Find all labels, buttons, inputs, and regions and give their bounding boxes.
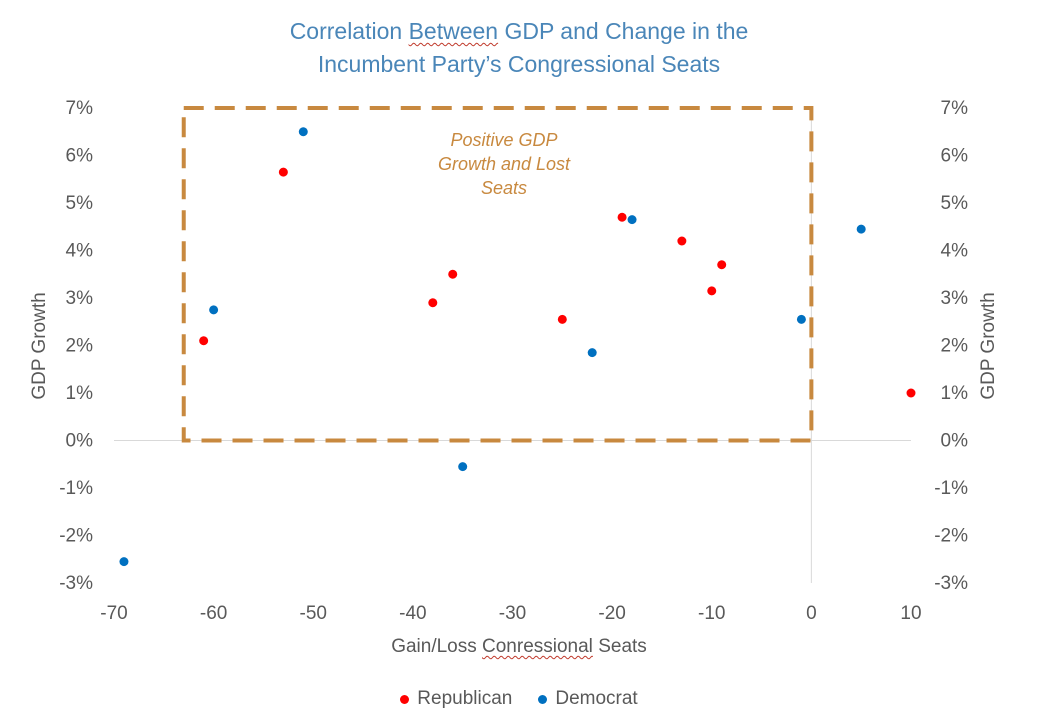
annotation-text-line: Seats (481, 178, 527, 198)
y-tick-label-right: 2% (941, 336, 969, 357)
y-tick-label-right: 1% (941, 383, 969, 404)
y-axis-label-left: GDP Growth (29, 292, 50, 399)
title-prefix: Correlation (289, 18, 409, 44)
x-tick-label: -50 (300, 603, 327, 624)
point-republican (906, 388, 916, 398)
legend: Republican Democrat (0, 688, 1038, 710)
y-tick-label-left: 1% (66, 383, 94, 404)
y-tick-label-right: -2% (934, 526, 968, 547)
point-republican (278, 167, 288, 177)
y-tick-label-right: 6% (941, 146, 969, 167)
chart-title-line-2: Incumbent Party’s Congressional Seats (317, 51, 721, 77)
x-tick-label: -60 (200, 603, 227, 624)
chart-title-line-1: Correlation Between GDP and Change in th… (0, 18, 1038, 45)
y-tick-label-right: 0% (941, 431, 969, 452)
y-tick-label-right: 4% (941, 241, 969, 262)
y-tick-label-left: 3% (66, 288, 94, 309)
y-tick-label-left: -1% (59, 478, 93, 499)
y-tick-label-left: 4% (66, 241, 94, 262)
legend-marker-democrat (538, 694, 548, 704)
y-tick-label-left: 2% (66, 336, 94, 357)
x-tick-label: -40 (399, 603, 426, 624)
legend-marker-republican (400, 694, 410, 704)
annotation-box (181, 106, 814, 443)
point-republican (448, 269, 458, 279)
point-democrat (587, 348, 597, 358)
y-tick-label-left: 7% (66, 98, 94, 119)
legend-item-democrat: Democrat (538, 688, 638, 710)
x-tick-label: -70 (100, 603, 127, 624)
annotation-text-line: Positive GDP (450, 130, 557, 150)
xlabel-prefix: Gain/Loss (391, 636, 483, 657)
y-tick-label-right: 7% (941, 98, 969, 119)
x-tick-label: -30 (499, 603, 526, 624)
point-republican (428, 298, 438, 308)
title-suffix: GDP and Change in the (498, 18, 749, 44)
point-democrat (796, 314, 806, 324)
y-tick-label-left: 5% (66, 193, 94, 214)
point-republican (199, 336, 209, 346)
annotation-text-line: Growth and Lost (438, 154, 571, 174)
y-tick-label-left: 0% (66, 431, 94, 452)
y-tick-label-right: -3% (934, 573, 968, 594)
point-democrat (627, 215, 637, 225)
point-republican (717, 260, 727, 270)
point-republican (707, 286, 717, 296)
point-democrat (119, 557, 129, 567)
y-tick-label-right: 5% (941, 193, 969, 214)
title-underlined-word: Between (408, 18, 499, 44)
point-democrat (298, 127, 308, 137)
point-republican (557, 314, 567, 324)
y-tick-label-right: 3% (941, 288, 969, 309)
x-tick-label: -20 (598, 603, 625, 624)
x-tick-label: -10 (698, 603, 725, 624)
xlabel-suffix: Seats (592, 636, 647, 657)
point-democrat (856, 224, 866, 234)
y-tick-label-left: 6% (66, 146, 94, 167)
y-tick-label-right: -1% (934, 478, 968, 499)
y-axis-label-right: GDP Growth (978, 292, 999, 399)
xlabel-underlined-word: Conressional (482, 636, 593, 657)
legend-label-democrat: Democrat (555, 688, 638, 709)
point-democrat (209, 305, 219, 315)
y-tick-label-left: -2% (59, 526, 93, 547)
point-republican (677, 236, 687, 246)
x-tick-label: 0 (806, 603, 817, 624)
x-tick-label: 10 (900, 603, 921, 624)
point-democrat (458, 462, 468, 472)
y-tick-label-left: -3% (59, 573, 93, 594)
legend-item-republican: Republican (400, 688, 512, 710)
legend-label-republican: Republican (417, 688, 513, 709)
point-republican (617, 212, 627, 222)
x-axis-label: Gain/Loss Conressional Seats (0, 636, 1038, 658)
